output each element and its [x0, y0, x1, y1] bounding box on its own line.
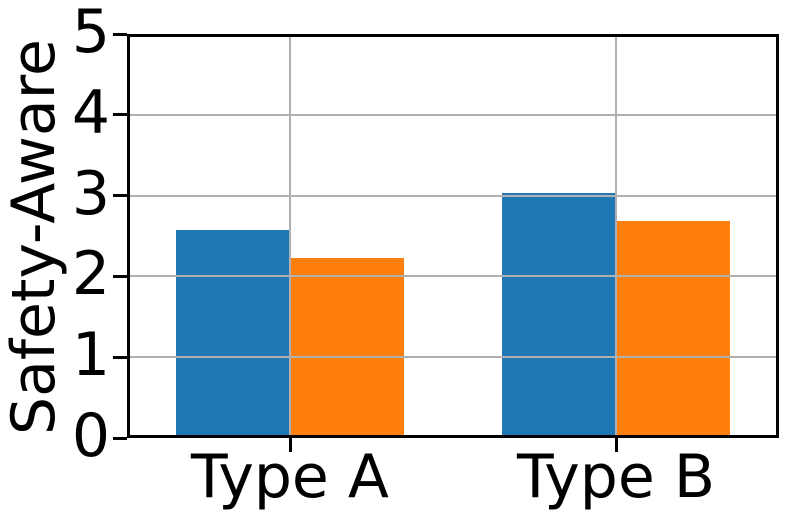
- y-tick: [113, 113, 127, 117]
- grid-layer: [127, 34, 779, 438]
- x-tick: [614, 438, 618, 452]
- y-tick: [113, 274, 127, 278]
- y-tick: [113, 194, 127, 198]
- x-gridline: [289, 34, 291, 438]
- bars-layer: [127, 34, 779, 438]
- x-tick: [288, 438, 292, 452]
- plot-area: [127, 34, 779, 438]
- y-tick: [113, 355, 127, 359]
- y-gridline: [127, 356, 779, 359]
- y-tick-label: 4: [71, 77, 110, 148]
- x-gridline: [615, 34, 617, 438]
- y-tick-label: 0: [71, 401, 110, 472]
- y-tick: [113, 32, 127, 36]
- y-gridline: [127, 113, 779, 116]
- y-tick-label: 1: [71, 320, 110, 391]
- y-tick: [113, 436, 127, 440]
- y-gridline: [127, 194, 779, 197]
- bar-series1-type-a: [290, 258, 404, 438]
- bar-series0-type-a: [176, 230, 290, 438]
- y-tick-label: 3: [71, 158, 110, 229]
- y-gridline: [127, 275, 779, 278]
- y-tick-label: 2: [71, 239, 110, 310]
- bar-series1-type-b: [616, 221, 730, 438]
- x-tick-label: Type A: [191, 442, 389, 512]
- bar-series0-type-b: [502, 193, 616, 438]
- x-tick-label: Type B: [516, 442, 716, 512]
- y-tick-label: 5: [71, 0, 110, 68]
